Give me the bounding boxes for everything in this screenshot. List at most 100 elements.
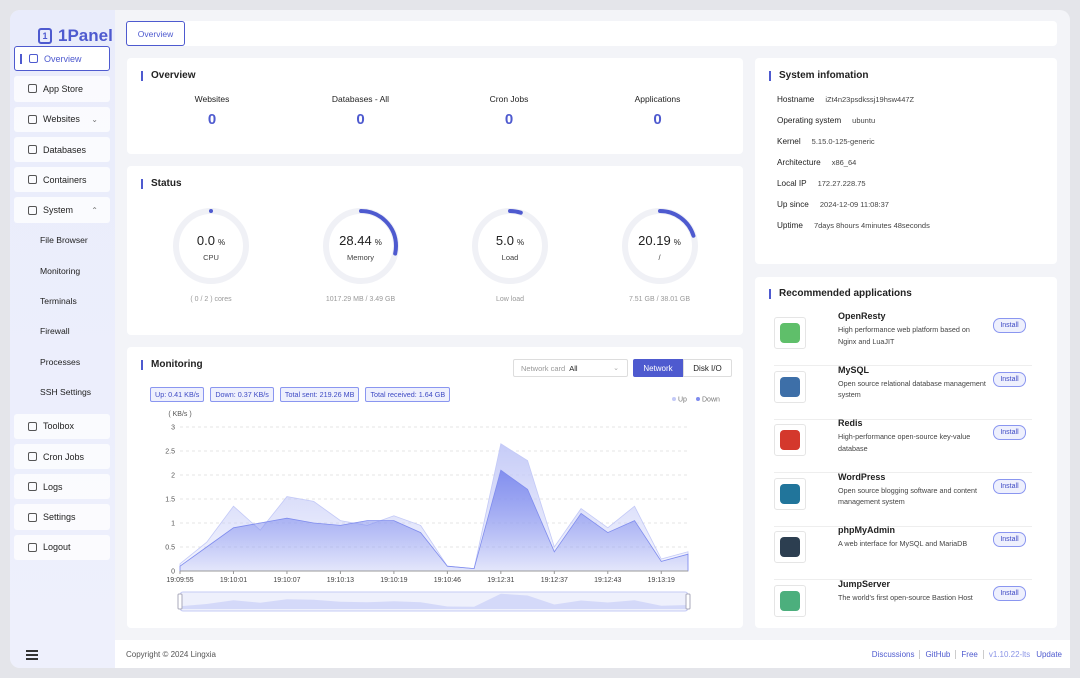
menu: Overview App Store Websites ⌄ Databases Conta… <box>14 46 110 561</box>
menu-toggle[interactable] <box>26 650 38 660</box>
install-button[interactable]: Install <box>993 585 1026 601</box>
stat-label: Databases - All <box>331 94 390 104</box>
menu-icon <box>28 205 37 215</box>
menu-item[interactable]: System ⌃ <box>14 197 110 223</box>
card-title: Monitoring <box>141 360 203 370</box>
legend-dot <box>696 397 700 401</box>
tab[interactable]: Overview <box>126 21 185 46</box>
tab-button[interactable]: Disk I/O <box>683 359 732 377</box>
y-tick-label: 0 <box>171 569 175 576</box>
menu-item[interactable]: Logout <box>14 534 110 561</box>
gauge-ring <box>621 208 698 284</box>
footer-link[interactable]: Free <box>961 649 978 659</box>
install-button[interactable]: Install <box>993 371 1026 387</box>
menu-item[interactable]: Containers <box>14 167 110 193</box>
y-tick-label: 0.5 <box>165 545 175 552</box>
install-button[interactable]: Install <box>993 532 1026 547</box>
menu-icon <box>28 512 37 522</box>
info-rows: Hostname iZt4n23psdkssj19hsw447Z Operating… <box>777 89 930 236</box>
stat-value[interactable]: 0 <box>653 111 662 128</box>
select-label: Network card <box>521 363 566 373</box>
update-link[interactable]: Update <box>1036 649 1062 659</box>
app-row: JumpServer The world's first open-source … <box>774 578 1032 634</box>
button-group: Network Disk I/O <box>633 359 732 377</box>
menu-item[interactable]: Overview <box>14 46 110 72</box>
menu-label: Cron Jobs <box>43 451 85 462</box>
zoom-handle[interactable] <box>685 593 691 610</box>
info-key: Kernel <box>777 137 801 146</box>
app-icon <box>774 317 806 349</box>
app-name: JumpServer <box>838 578 891 589</box>
x-tick-label: 19:09:55 <box>166 577 193 584</box>
select-value: All <box>569 363 578 373</box>
gauge-value: 20.19% <box>590 233 730 248</box>
info-value: x86_64 <box>831 158 857 167</box>
card-title: Recommended applications <box>769 289 912 299</box>
gauge-value: 28.44% <box>291 233 431 248</box>
x-tick-label: 19:10:01 <box>220 577 247 584</box>
app-description: High performance web platform based on N… <box>838 325 970 346</box>
menu-item[interactable]: Toolbox <box>14 413 110 439</box>
y-tick-label: 2 <box>171 473 175 480</box>
gauge-unit: % <box>673 238 681 247</box>
app-description: The world's first open-source Bastion Ho… <box>838 592 973 602</box>
submenu-item[interactable]: Processes <box>40 356 81 367</box>
info-key: Local IP <box>777 179 807 188</box>
zoom-handle[interactable] <box>177 593 183 610</box>
gauge-caption: CPU <box>203 253 219 262</box>
install-button[interactable]: Install <box>993 318 1026 333</box>
x-tick-label: 19:10:13 <box>327 577 354 584</box>
network-select[interactable]: Network card All ⌄ <box>513 359 628 377</box>
menu-item[interactable]: Websites ⌄ <box>14 106 110 132</box>
card-title: Status <box>141 179 182 189</box>
install-button[interactable]: Install <box>993 425 1026 440</box>
gauge-arc <box>473 209 547 283</box>
info-row: Architecture x86_64 <box>777 152 930 173</box>
menu-icon <box>28 421 37 431</box>
gauge-arc <box>622 209 697 283</box>
menu-icon <box>28 114 37 124</box>
menu-icon <box>28 452 37 461</box>
info-row: Local IP 172.27.228.75 <box>777 173 930 194</box>
submenu-item[interactable]: File Browser <box>40 235 88 246</box>
menu-item[interactable]: Cron Jobs <box>14 443 110 470</box>
submenu-item[interactable]: SSH Settings <box>40 386 92 397</box>
tab-bar: Overview <box>126 21 1057 46</box>
x-tick-label: 19:10:46 <box>434 577 461 584</box>
install-button[interactable]: Install <box>993 478 1026 494</box>
menu-label: Logs <box>43 481 63 492</box>
tab-button[interactable]: Network <box>633 359 683 377</box>
stat-value[interactable]: 0 <box>207 111 217 128</box>
overview-card: Overview Websites 0 Databases - All 0 Cron J… <box>127 58 743 154</box>
menu-label: Overview <box>44 53 82 64</box>
gauge-number: 0.0 <box>196 233 215 248</box>
menu-item[interactable]: Settings <box>14 504 110 530</box>
submenu-item[interactable]: Firewall <box>40 326 70 337</box>
gauge: 5.0% Load Low load <box>440 205 580 310</box>
gauge-detail: Low load <box>495 296 525 303</box>
app-icon <box>774 370 806 403</box>
menu-item[interactable]: Databases <box>14 136 110 163</box>
submenu-item[interactable]: Terminals <box>40 296 77 307</box>
menu-label: Databases <box>43 144 87 155</box>
info-value: 5.15.0-125-generic <box>811 137 875 146</box>
chart: ( KB/s ) 0 0.5 1 1.5 2 2.5 3 19:09:55 19:10:01 19:… <box>165 397 720 612</box>
app-name: WordPress <box>838 471 886 482</box>
app-row: Redis High-performance open-source key-va… <box>774 418 1032 473</box>
menu-label: System <box>43 205 74 216</box>
stat-tag: Total received: 1.64 GB <box>365 387 451 402</box>
footer-link[interactable]: GitHub <box>925 649 951 659</box>
stat-value[interactable]: 0 <box>356 111 365 128</box>
app-logo <box>780 483 800 504</box>
menu-item[interactable]: App Store <box>14 76 110 102</box>
submenu-item[interactable]: Monitoring <box>40 265 81 276</box>
y-tick-label: 1 <box>171 521 175 528</box>
menu-item[interactable]: Logs <box>14 474 110 500</box>
y-axis-label: ( KB/s ) <box>168 411 191 418</box>
x-tick-label: 19:13:19 <box>648 577 675 584</box>
system-info-card: System infomation Hostname iZt4n23psdkssj… <box>755 58 1057 264</box>
footer-link[interactable]: Discussions <box>871 649 915 659</box>
gauge-unit: % <box>516 238 525 247</box>
stat-value[interactable]: 0 <box>504 111 514 128</box>
